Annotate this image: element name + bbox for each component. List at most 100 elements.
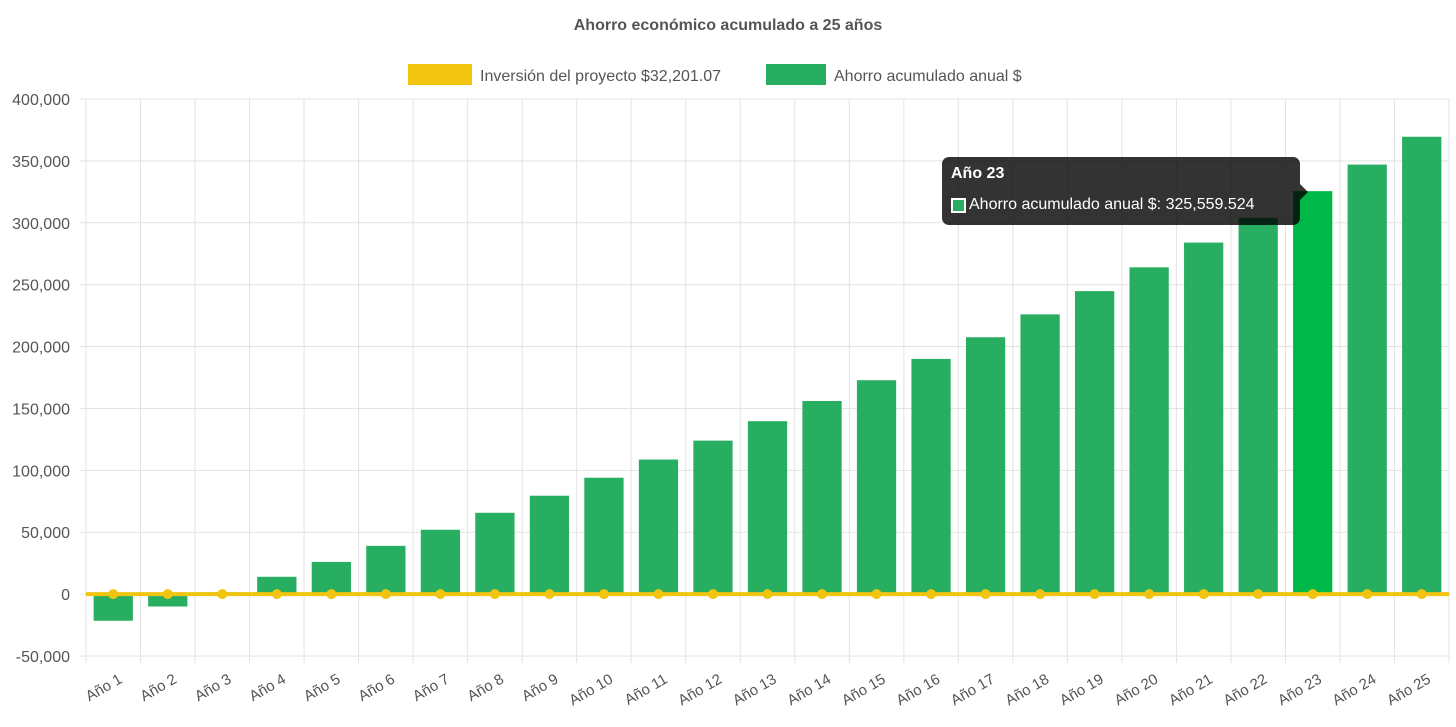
bar[interactable] <box>366 545 406 595</box>
bar[interactable] <box>1402 136 1442 595</box>
x-tick-label: Año 21 <box>1166 671 1216 709</box>
bar[interactable] <box>856 380 897 595</box>
x-tick-label: Año 12 <box>675 671 725 709</box>
bar[interactable] <box>1238 217 1278 595</box>
line-point[interactable] <box>271 589 282 600</box>
line-point[interactable] <box>871 589 882 600</box>
x-tick-label: Año 13 <box>730 671 780 709</box>
y-tick-label: 100,000 <box>12 463 70 480</box>
line-point[interactable] <box>980 589 991 600</box>
tooltip-swatch <box>951 197 966 213</box>
x-tick-label: Año 1 <box>83 671 125 705</box>
y-tick-label: 150,000 <box>12 401 70 418</box>
line-point[interactable] <box>762 589 773 600</box>
x-tick-label: Año 10 <box>566 671 616 709</box>
x-axis: Año 1 Año 2 Año 3 Año 4 Año 5 Año 6 Año 7 Año 8… <box>83 671 1434 709</box>
x-tick-label: Año 24 <box>1330 671 1380 709</box>
line-point[interactable] <box>1416 589 1427 600</box>
line-point[interactable] <box>489 589 500 600</box>
y-tick-label: 250,000 <box>12 278 70 295</box>
bar[interactable] <box>1020 314 1060 595</box>
y-tick-label: 0 <box>61 587 70 604</box>
tooltip: Año 23 Ahorro acumulado anual $: 325,559… <box>942 157 1308 225</box>
bar[interactable] <box>1293 191 1333 595</box>
grid <box>80 98 1450 663</box>
bar[interactable] <box>148 594 188 607</box>
x-tick-label: Año 7 <box>410 671 452 705</box>
bar[interactable] <box>311 561 351 595</box>
line-point[interactable] <box>1035 589 1046 600</box>
tooltip-row: Ahorro acumulado anual $: 325,559.524 <box>951 196 1255 214</box>
y-tick-label: 300,000 <box>12 216 70 233</box>
bar[interactable] <box>1184 242 1224 595</box>
bar[interactable] <box>1074 291 1115 595</box>
tooltip-title: Año 23 <box>951 165 1005 182</box>
bar[interactable] <box>693 440 733 595</box>
line-point[interactable] <box>108 589 119 600</box>
line-point[interactable] <box>326 589 337 600</box>
legend[interactable]: Inversión del proyecto $32,201.07 Ahorro… <box>408 64 1022 85</box>
bar[interactable] <box>911 358 951 595</box>
x-tick-label: Año 22 <box>1221 671 1271 709</box>
y-tick-label: 50,000 <box>21 525 70 542</box>
legend-swatch-ahorro[interactable] <box>766 64 826 85</box>
line-point[interactable] <box>653 589 664 600</box>
bar[interactable] <box>638 459 679 595</box>
line-point[interactable] <box>1089 589 1100 600</box>
y-tick-label: 400,000 <box>12 92 70 109</box>
bar[interactable] <box>965 337 1006 595</box>
y-axis: 400,000 350,000 300,000 250,000 200,000 150,0… <box>12 92 70 666</box>
line-point[interactable] <box>217 589 228 600</box>
bar[interactable] <box>1347 164 1387 595</box>
bar[interactable] <box>747 421 788 595</box>
line-point[interactable] <box>926 589 937 600</box>
x-tick-label: Año 20 <box>1111 671 1161 709</box>
line-point[interactable] <box>817 589 828 600</box>
bar-series[interactable] <box>93 136 1442 621</box>
legend-label-inversion[interactable]: Inversión del proyecto $32,201.07 <box>480 68 721 85</box>
bar[interactable] <box>584 477 624 595</box>
x-tick-label: Año 8 <box>464 671 506 705</box>
x-tick-label: Año 15 <box>839 671 889 709</box>
x-tick-label: Año 3 <box>192 671 234 705</box>
bar[interactable] <box>420 529 461 595</box>
tooltip-label: Ahorro acumulado anual $: 325,559.524 <box>969 196 1255 213</box>
line-point[interactable] <box>1253 589 1264 600</box>
x-tick-label: Año 23 <box>1275 671 1325 709</box>
line-point[interactable] <box>598 589 609 600</box>
x-tick-label: Año 14 <box>784 671 834 709</box>
x-tick-label: Año 2 <box>137 671 179 705</box>
x-tick-label: Año 25 <box>1384 671 1434 709</box>
line-point[interactable] <box>544 589 555 600</box>
bar[interactable] <box>257 576 297 595</box>
chart-title: Ahorro económico acumulado a 25 años <box>574 17 883 34</box>
x-tick-label: Año 17 <box>948 671 998 709</box>
line-point[interactable] <box>1198 589 1209 600</box>
line-point[interactable] <box>1362 589 1373 600</box>
line-point[interactable] <box>162 589 173 600</box>
bar[interactable] <box>529 495 570 595</box>
y-tick-label: -50,000 <box>16 649 70 666</box>
line-point[interactable] <box>380 589 391 600</box>
y-tick-label: 200,000 <box>12 340 70 357</box>
legend-label-ahorro[interactable]: Ahorro acumulado anual $ <box>834 68 1022 85</box>
line-point[interactable] <box>1307 589 1318 600</box>
line-point[interactable] <box>435 589 446 600</box>
x-tick-label: Año 4 <box>246 671 288 705</box>
bar[interactable] <box>802 401 842 595</box>
line-series[interactable] <box>86 589 1449 600</box>
line-point[interactable] <box>707 589 718 600</box>
x-tick-label: Año 19 <box>1057 671 1107 709</box>
x-tick-label: Año 5 <box>301 671 343 705</box>
bar[interactable] <box>475 512 515 595</box>
x-tick-label: Año 6 <box>355 671 397 705</box>
line-point[interactable] <box>1144 589 1155 600</box>
x-tick-label: Año 9 <box>519 671 561 705</box>
x-tick-label: Año 16 <box>893 671 943 709</box>
y-tick-label: 350,000 <box>12 154 70 171</box>
x-tick-label: Año 11 <box>622 671 671 709</box>
bar[interactable] <box>1129 267 1169 595</box>
legend-swatch-inversion[interactable] <box>408 64 472 85</box>
x-tick-label: Año 18 <box>1002 671 1052 709</box>
